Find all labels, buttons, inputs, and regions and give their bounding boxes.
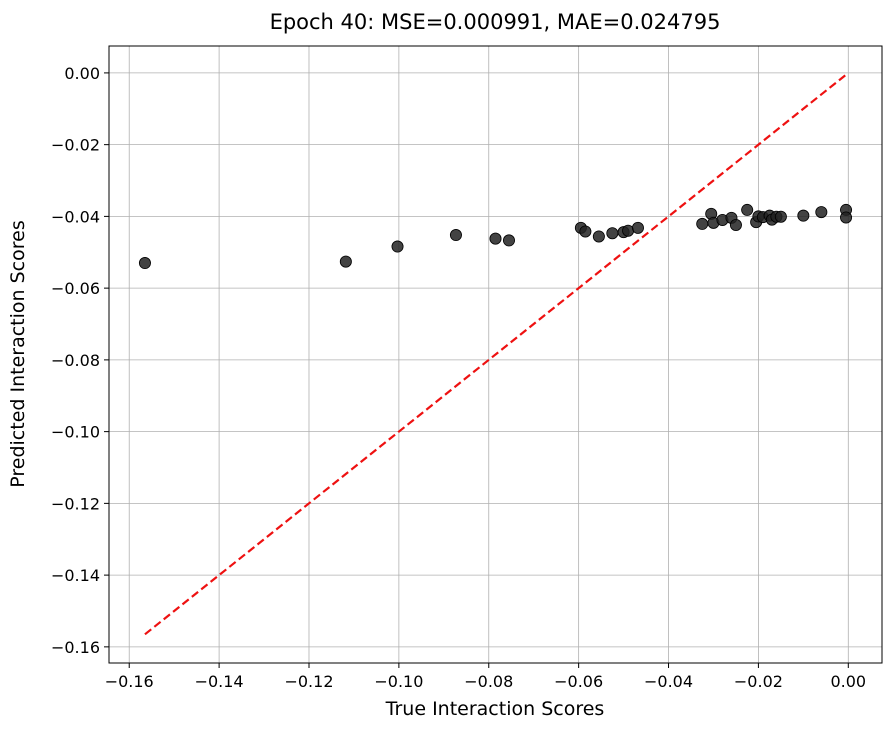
y-axis-label: Predicted Interaction Scores [7, 220, 29, 487]
data-points [138, 203, 853, 270]
scatter-point [741, 203, 754, 216]
scatter-point [606, 227, 619, 240]
y-tick-label: −0.16 [51, 638, 100, 657]
x-tick-label: −0.16 [105, 672, 154, 691]
y-tick-label: −0.06 [51, 279, 100, 298]
scatter-point [489, 232, 502, 245]
scatter-point [502, 234, 515, 247]
scatter-point [840, 211, 853, 224]
scatter-point [797, 209, 810, 222]
x-axis-label: True Interaction Scores [385, 698, 605, 720]
x-tick-label: −0.08 [464, 672, 513, 691]
scatter-point [592, 230, 605, 243]
y-axis-ticks: −0.16 −0.14 −0.12 −0.10 −0.08 −0.06 −0.04 −0.02… [51, 64, 109, 657]
reference-line [144, 72, 849, 636]
x-tick-label: −0.12 [284, 672, 333, 691]
scatter-point [138, 257, 151, 270]
y-tick-label: −0.10 [51, 423, 100, 442]
plot-frame [108, 45, 883, 664]
scatter-point [815, 206, 828, 219]
x-tick-label: 0.00 [830, 672, 866, 691]
scatter-point [391, 240, 404, 253]
x-tick-label: −0.04 [644, 672, 693, 691]
y-tick-label: −0.04 [51, 207, 100, 226]
x-axis-ticks: −0.16 −0.14 −0.12 −0.10 −0.08 −0.06 −0.04 −0.02… [105, 663, 866, 691]
scatter-point [729, 219, 742, 232]
grid-lines [109, 46, 882, 663]
y-tick-label: −0.02 [51, 136, 100, 155]
identity-line [144, 72, 849, 636]
y-tick-label: −0.12 [51, 494, 100, 513]
y-tick-label: −0.08 [51, 351, 100, 370]
scatter-point [449, 229, 462, 242]
scatter-point [631, 221, 644, 234]
x-tick-label: −0.02 [734, 672, 783, 691]
x-tick-label: −0.14 [195, 672, 244, 691]
chart-title: Epoch 40: MSE=0.000991, MAE=0.024795 [270, 10, 721, 34]
y-tick-label: 0.00 [64, 64, 100, 83]
scatter-point [622, 224, 635, 237]
scatter-point [579, 225, 592, 238]
scatter-point [774, 210, 787, 223]
scatter-point [339, 255, 352, 268]
x-tick-label: −0.06 [554, 672, 603, 691]
y-tick-label: −0.14 [51, 566, 100, 585]
x-tick-label: −0.10 [374, 672, 423, 691]
scatter-point [696, 217, 709, 230]
